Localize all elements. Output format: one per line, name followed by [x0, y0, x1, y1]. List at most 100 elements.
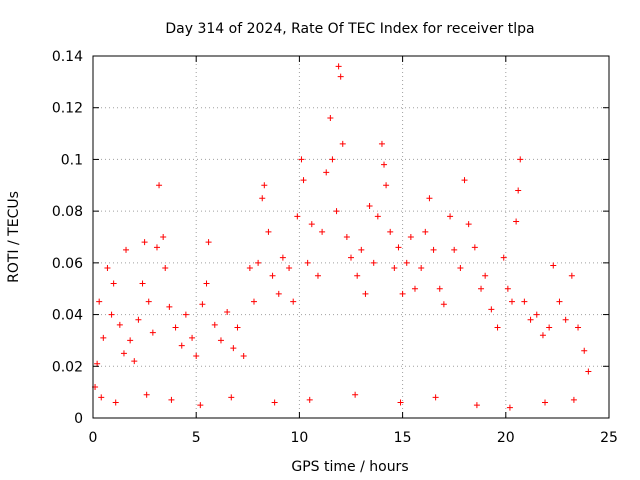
data-point [348, 254, 354, 261]
data-point [139, 280, 146, 287]
data-point [94, 360, 101, 367]
data-point [189, 334, 196, 341]
x-tick-label: 20 [497, 430, 515, 446]
data-point [199, 301, 206, 308]
data-point [568, 272, 575, 279]
data-point [193, 352, 200, 359]
data-point [500, 254, 507, 261]
grid [93, 56, 609, 418]
data-point [135, 316, 142, 323]
data-point [290, 298, 297, 305]
data-point [250, 298, 257, 305]
data-point [178, 342, 185, 349]
data-point [366, 202, 373, 209]
data-point [397, 399, 404, 406]
data-point [110, 280, 117, 287]
data-point [508, 298, 515, 305]
y-axis-label: ROTI / TECUs [6, 191, 22, 283]
data-point [230, 345, 237, 352]
y-tick-label: 0.1 [61, 152, 83, 168]
data-point [279, 254, 286, 261]
data-point [269, 272, 276, 279]
data-point [306, 396, 313, 403]
data-point [506, 404, 513, 411]
data-point [153, 244, 160, 251]
data-point [575, 324, 582, 331]
x-tick-label: 15 [394, 430, 412, 446]
data-point [411, 285, 418, 292]
data-point [407, 234, 414, 240]
data-point [329, 156, 336, 163]
data-point [265, 228, 272, 235]
data-point [234, 324, 241, 331]
data-point [546, 324, 553, 331]
y-tick-label: 0.14 [52, 49, 83, 65]
data-point [298, 156, 305, 163]
data-point [418, 265, 425, 272]
y-axis-ticks: 0 0.02 0.04 0.06 0.08 0.1 0.12 0.14 [52, 49, 609, 427]
data-point [123, 246, 130, 253]
y-tick-label: 0.02 [52, 359, 83, 375]
data-point [314, 272, 321, 279]
data-point [362, 290, 369, 297]
data-point [451, 246, 458, 253]
data-point [387, 228, 394, 235]
data-point [104, 265, 111, 272]
data-point [327, 115, 334, 122]
data-point [533, 311, 540, 318]
data-point [131, 358, 138, 365]
data-point [300, 177, 307, 184]
data-point [323, 169, 330, 176]
data-point [542, 399, 549, 406]
data-point [203, 280, 210, 287]
data-point [436, 285, 443, 292]
data-point [471, 244, 478, 251]
data-point [228, 394, 235, 401]
data-point [504, 285, 511, 292]
data-point [162, 265, 169, 272]
data-point [494, 324, 501, 331]
data-point [473, 402, 480, 409]
data-point [217, 337, 224, 344]
data-point [240, 352, 247, 359]
data-point [550, 262, 557, 269]
data-point [120, 350, 127, 357]
data-point [430, 246, 437, 253]
data-point [354, 272, 361, 279]
y-tick-label: 0.06 [52, 256, 83, 272]
x-tick-label: 10 [290, 430, 308, 446]
data-point [515, 187, 522, 194]
data-point [98, 394, 105, 401]
data-point [381, 161, 388, 168]
data-point [211, 321, 218, 328]
data-point [145, 298, 152, 305]
data-point [403, 259, 410, 266]
data-points [92, 63, 592, 411]
data-point [141, 239, 148, 246]
data-point [447, 213, 454, 220]
data-point [197, 402, 204, 409]
chart-title: Day 314 of 2024, Rate Of TEC Index for r… [165, 21, 534, 37]
data-point [255, 259, 262, 266]
data-point [294, 213, 301, 220]
data-point [335, 63, 342, 70]
data-point [383, 182, 390, 189]
data-point [182, 311, 189, 318]
data-point [432, 394, 439, 401]
data-point [478, 285, 485, 292]
data-point [358, 246, 365, 253]
data-point [149, 329, 156, 336]
data-point [422, 228, 429, 235]
data-point [108, 311, 115, 318]
data-point [259, 195, 266, 202]
data-point [457, 265, 464, 272]
data-point [556, 298, 563, 305]
data-point [246, 265, 253, 272]
data-point [391, 265, 398, 272]
x-tick-label: 5 [192, 430, 201, 446]
data-point [539, 332, 546, 339]
data-point [374, 213, 381, 220]
data-point [333, 208, 340, 215]
data-point [513, 218, 520, 225]
